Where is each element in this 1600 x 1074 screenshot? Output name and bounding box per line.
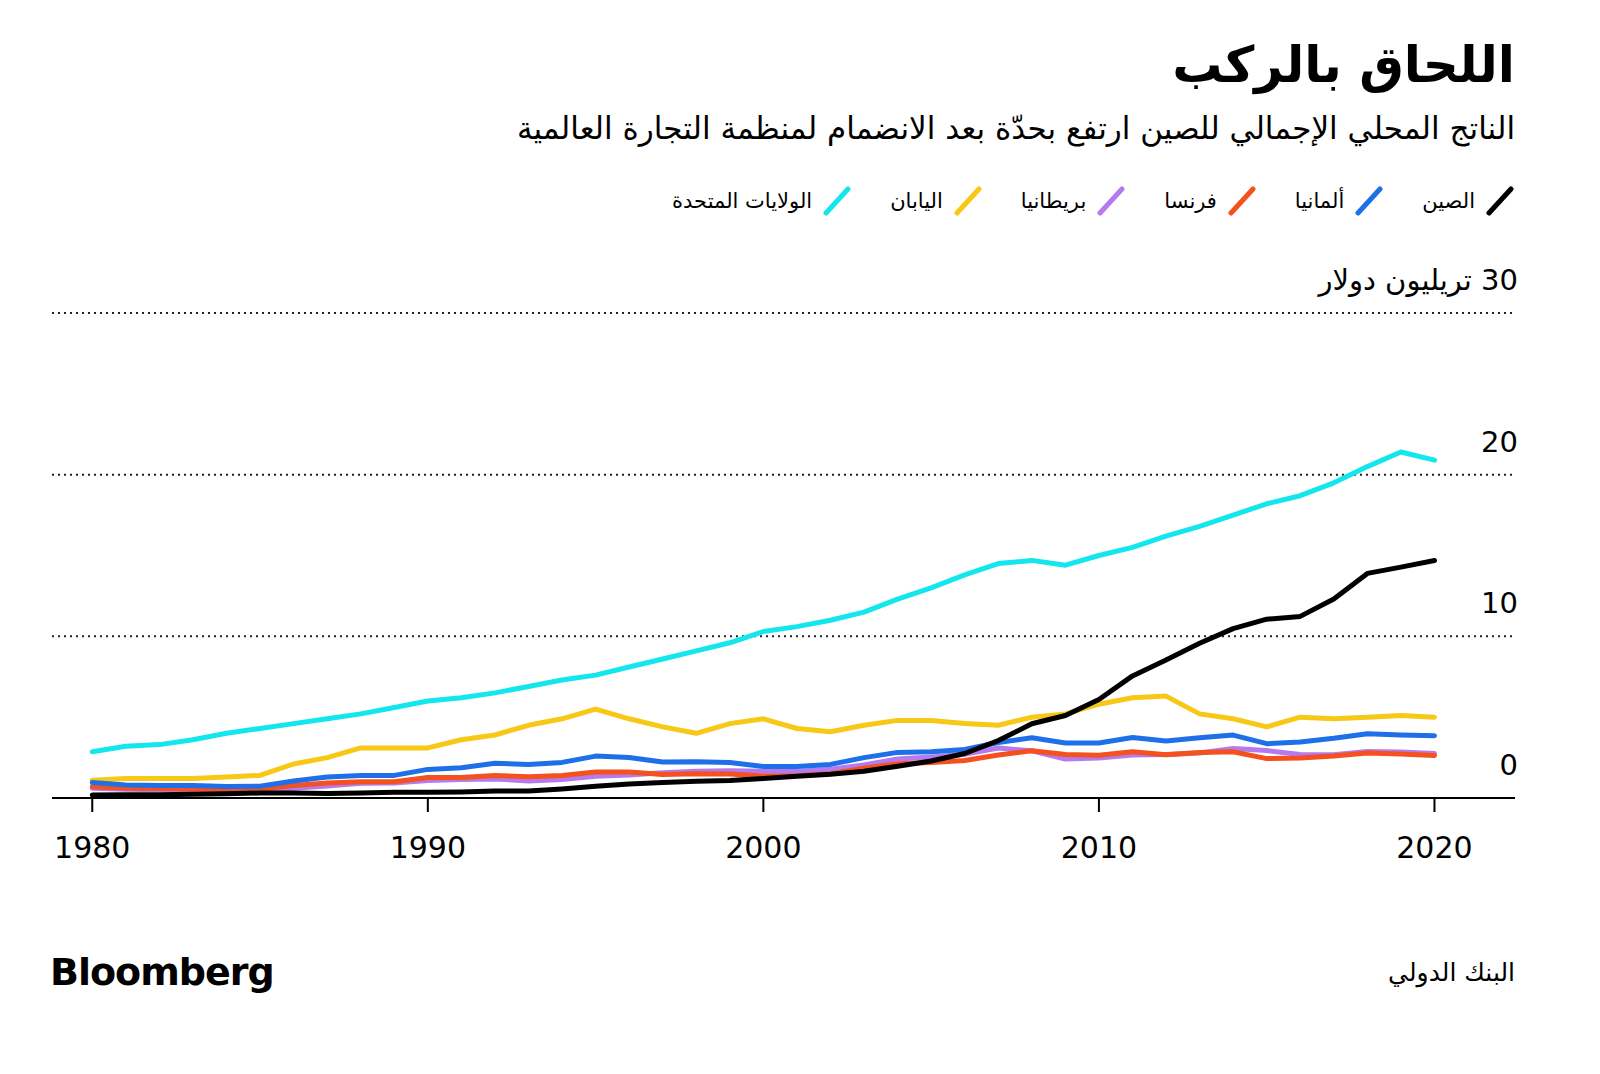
legend-item: الصين	[1422, 186, 1515, 216]
legend-label: بريطانيا	[1021, 189, 1086, 213]
y-tick-label: 10	[1481, 586, 1518, 620]
legend-swatch	[1485, 186, 1515, 216]
series-line	[92, 452, 1434, 752]
series-line	[92, 561, 1434, 795]
legend-label: فرنسا	[1164, 189, 1217, 213]
legend-item: فرنسا	[1164, 186, 1257, 216]
legend-swatch	[1096, 186, 1126, 216]
legend-label: ألمانيا	[1295, 189, 1344, 213]
x-tick	[427, 798, 429, 812]
x-tick-label: 2000	[725, 830, 801, 865]
legend-label: الولايات المتحدة	[672, 189, 812, 213]
legend-swatch	[1227, 186, 1257, 216]
source: البنك الدولي	[1388, 958, 1515, 987]
x-tick	[762, 798, 764, 812]
grid-line	[52, 474, 1515, 476]
title: اللحاق بالركب	[1172, 36, 1515, 94]
x-tick-label: 1990	[390, 830, 466, 865]
series-group	[92, 452, 1434, 795]
legend-item: بريطانيا	[1021, 186, 1126, 216]
legend-swatch	[1354, 186, 1384, 216]
x-tick	[91, 798, 93, 812]
x-tick	[1098, 798, 1100, 812]
legend-item: اليابان	[890, 186, 983, 216]
x-axis	[52, 797, 1515, 799]
grid-line	[52, 797, 1515, 799]
x-tick-label: 1980	[54, 830, 130, 865]
legend-label: اليابان	[890, 189, 943, 213]
subtitle: الناتج المحلي الإجمالي للصين ارتفع بحدّة…	[517, 110, 1515, 146]
x-tick	[1433, 798, 1435, 812]
series-line	[92, 748, 1434, 791]
brand: Bloomberg	[50, 950, 274, 994]
legend: الصين ألمانيا فرنسا بريطانيا اليابان الولايات…	[634, 186, 1515, 216]
chart-svg: 19801990200020102020	[0, 0, 1600, 1074]
legend-item: ألمانيا	[1295, 186, 1384, 216]
y-tick-label: 20	[1481, 425, 1518, 459]
legend-swatch	[822, 186, 852, 216]
legend-item: الولايات المتحدة	[672, 186, 852, 216]
grid-line	[52, 635, 1515, 637]
series-line	[92, 751, 1434, 790]
grid-line	[52, 312, 1515, 314]
legend-swatch	[953, 186, 983, 216]
x-tick-label: 2010	[1061, 830, 1137, 865]
y-tick-label: 30 تريليون دولار	[1318, 263, 1518, 297]
chart-root: 19801990200020102020اللحاق بالركبالناتج …	[0, 0, 1600, 1074]
x-tick-label: 2020	[1396, 830, 1472, 865]
legend-label: الصين	[1422, 189, 1475, 213]
y-tick-label: 0	[1500, 748, 1518, 782]
